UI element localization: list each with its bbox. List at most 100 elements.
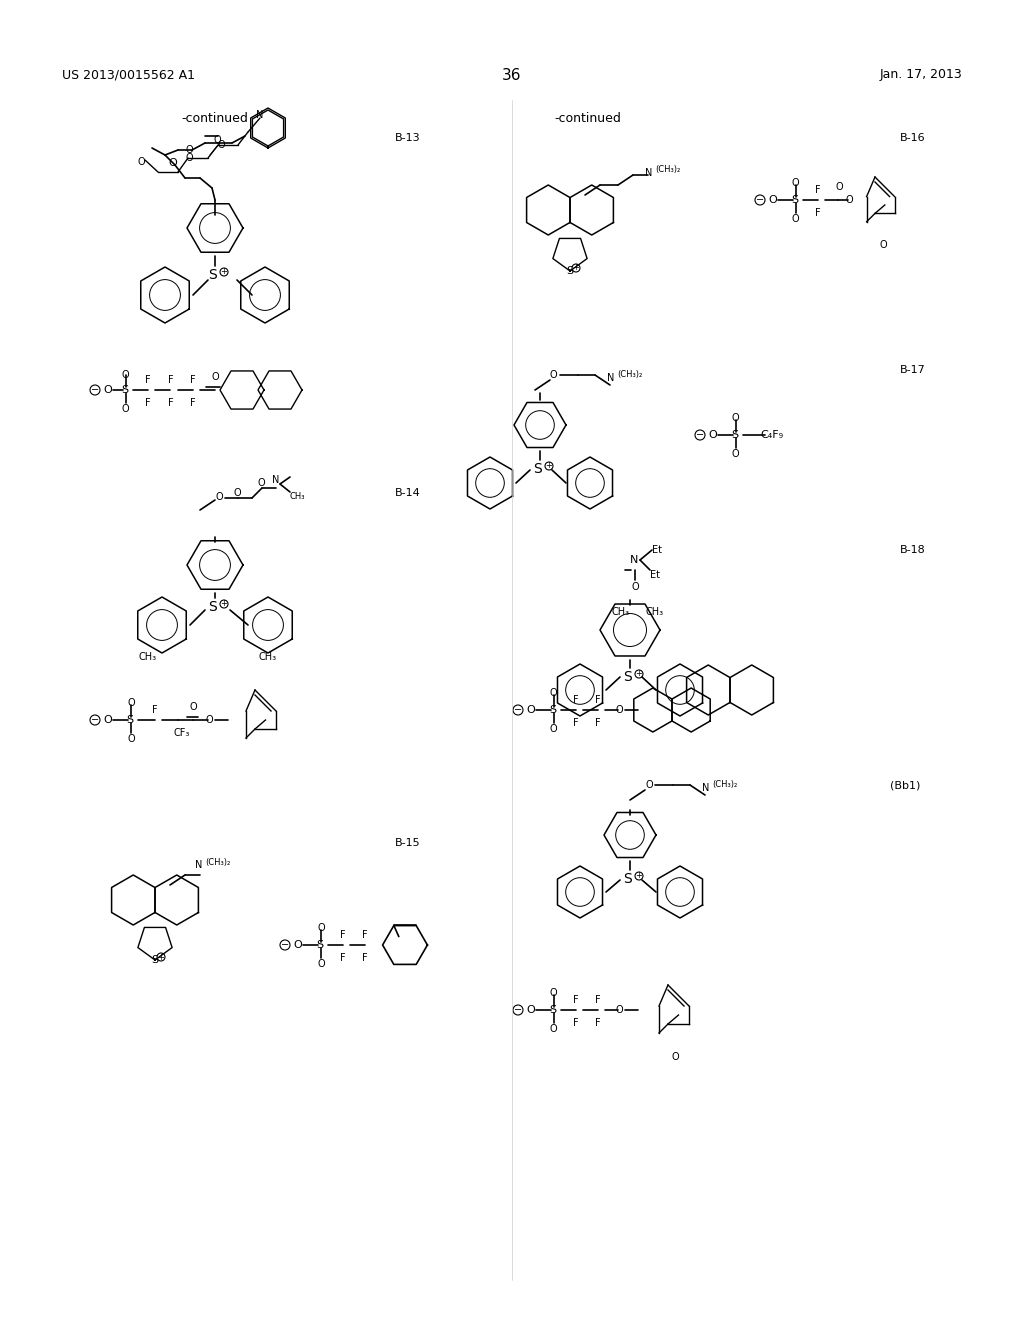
Text: −: − [756,195,764,205]
Text: O: O [526,705,535,715]
Text: S: S [791,195,798,205]
Text: B-16: B-16 [900,133,926,143]
Text: +: + [546,462,552,470]
Text: −: − [696,430,705,440]
Text: O: O [631,582,639,591]
Text: O: O [214,135,221,145]
Text: S: S [126,715,133,725]
Text: O: O [234,488,242,498]
Text: O: O [526,1005,535,1015]
Text: N: N [702,783,710,793]
Text: O: O [880,240,888,249]
Text: CH₃: CH₃ [139,652,157,663]
Text: N: N [645,168,652,178]
Text: O: O [550,370,558,380]
Text: O: O [550,987,558,998]
Text: O: O [732,449,739,459]
Text: F: F [573,1018,579,1028]
Text: +: + [158,953,165,961]
Text: O: O [127,698,134,708]
Text: O: O [550,723,558,734]
Text: CH₃: CH₃ [290,492,305,502]
Text: N: N [256,110,264,120]
Text: O: O [672,1052,680,1063]
Text: O: O [792,214,800,224]
Text: O: O [550,1024,558,1034]
Text: O: O [792,178,800,187]
Text: B-17: B-17 [900,366,926,375]
Text: O: O [212,372,219,381]
Text: O: O [122,370,130,380]
Text: F: F [595,696,601,705]
Text: O: O [215,492,222,502]
Text: B-15: B-15 [395,838,421,847]
Text: O: O [168,158,177,168]
Text: 36: 36 [502,69,522,83]
Text: −: − [91,385,99,395]
Text: Et: Et [652,545,662,554]
Text: O: O [190,702,198,711]
Text: S: S [208,601,217,614]
Text: O: O [708,430,717,440]
Text: CH₃: CH₃ [612,607,630,616]
Text: F: F [815,209,820,218]
Text: O: O [127,734,134,744]
Text: O: O [845,195,853,205]
Text: S: S [316,940,324,950]
Text: CF₃: CF₃ [174,729,190,738]
Text: O: O [317,923,325,933]
Text: O: O [645,780,652,789]
Text: (CH₃)₂: (CH₃)₂ [617,370,642,379]
Text: F: F [815,185,820,195]
Text: Jan. 17, 2013: Jan. 17, 2013 [880,69,962,81]
Text: S: S [731,430,738,440]
Text: F: F [362,953,368,964]
Text: −: − [281,940,289,950]
Text: S: S [623,873,632,886]
Text: F: F [362,931,368,940]
Text: F: F [145,399,151,408]
Text: F: F [595,718,601,729]
Text: F: F [168,375,174,385]
Text: O: O [138,157,145,168]
Text: O: O [103,715,112,725]
Text: O: O [835,182,843,191]
Text: +: + [220,599,227,609]
Text: C₄F₉: C₄F₉ [760,430,783,440]
Text: +: + [572,264,580,272]
Text: F: F [190,399,196,408]
Text: F: F [145,375,151,385]
Text: O: O [615,705,623,715]
Text: B-14: B-14 [395,488,421,498]
Text: F: F [152,705,158,715]
Text: F: F [168,399,174,408]
Text: CH₃: CH₃ [645,607,664,616]
Text: N: N [195,861,203,870]
Text: (CH₃)₂: (CH₃)₂ [655,165,680,174]
Text: O: O [258,478,265,488]
Text: F: F [340,953,346,964]
Text: B-18: B-18 [900,545,926,554]
Text: +: + [636,669,642,678]
Text: −: − [514,705,522,715]
Text: O: O [122,404,130,414]
Text: N: N [272,475,280,484]
Text: CH₃: CH₃ [259,652,278,663]
Text: -continued: -continued [555,112,622,125]
Text: O: O [205,715,213,725]
Text: O: O [186,145,194,154]
Text: +: + [636,871,642,880]
Text: −: − [514,1005,522,1015]
Text: O: O [768,195,777,205]
Text: O: O [186,153,194,162]
Text: −: − [91,715,99,725]
Text: O: O [317,960,325,969]
Text: B-13: B-13 [395,133,421,143]
Text: O: O [218,140,225,150]
Text: S: S [549,1005,556,1015]
Text: (Bb1): (Bb1) [890,780,921,789]
Text: S: S [566,267,573,276]
Text: O: O [103,385,112,395]
Text: F: F [340,931,346,940]
Text: N: N [630,554,638,565]
